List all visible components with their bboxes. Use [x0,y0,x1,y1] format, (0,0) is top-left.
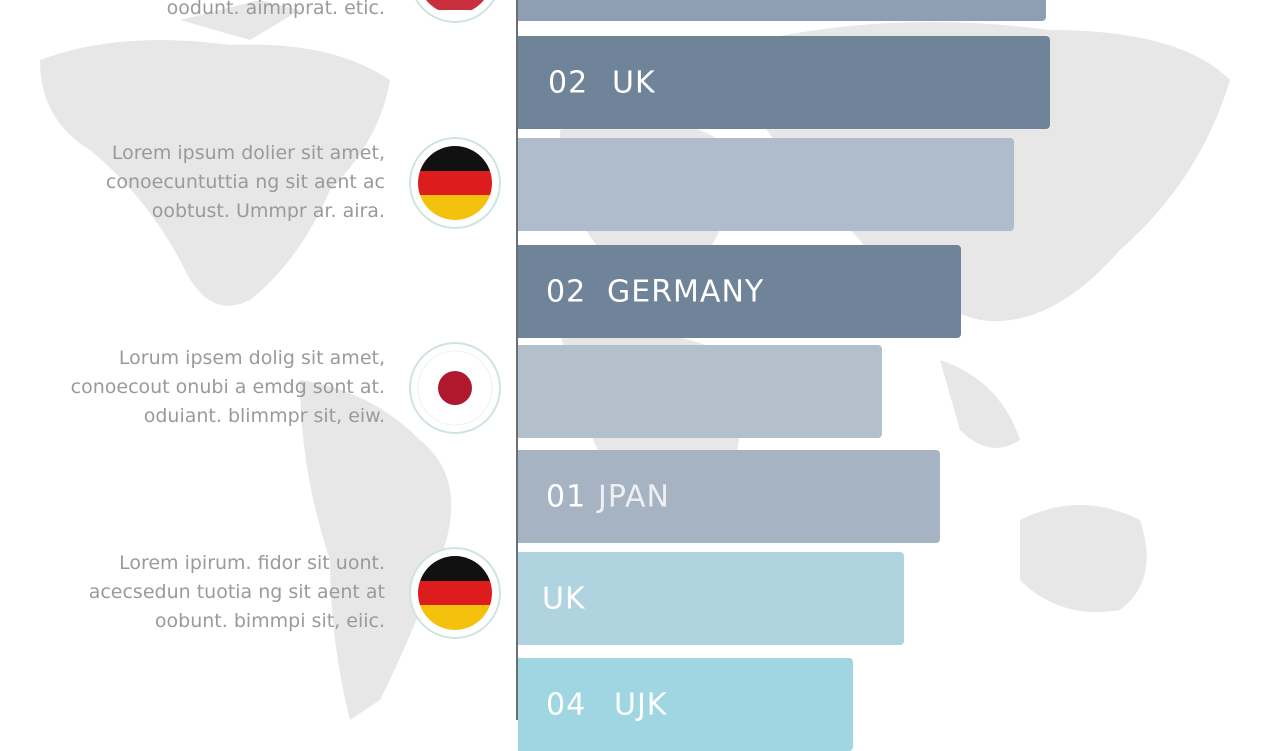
text-line: Lorem ipirum. fidor sit uont. [119,552,385,574]
axis-line [516,0,518,720]
bar: 02 UK [518,36,1050,129]
text-line: Lorem ipsum dolier sit amet, [111,142,385,164]
bar-label: UK [542,581,586,616]
bar-number: 02 [548,65,589,100]
row-text: Lorem ipirum. fidor sit uont. acecsedun … [55,549,385,636]
bar-number: 02 [546,274,587,309]
flag-icon [409,137,501,229]
bar-label: UJK [614,687,668,722]
text-line: oduiant. blimmpr sit, eiw. [143,405,385,427]
text-line: conoecuntuttia ng sit aent ac [105,171,385,193]
bar: 04 UJK [518,658,853,751]
row-text: Lorum ipsem dolig sit amet, conoecout on… [55,344,385,431]
bar [518,138,1014,231]
bar: 02 GERMANY [518,245,961,338]
bar-label: JPAN [598,479,670,514]
bar: 01 JPAN [518,450,940,543]
flag-icon [409,547,501,639]
text-line: oobunt. bimmpi sit, eiic. [154,610,385,632]
infographic: {"rows": [ {"lines": ["oodunt. aimnprat.… [40,0,1230,751]
bar-label: UK [612,65,656,100]
bar-number: 04 [546,687,587,722]
text-line: oobtust. Ummpr ar. aira. [151,200,385,222]
row-text: Lorem ipsum dolier sit amet, conoecuntut… [55,139,385,226]
bar-label: GERMANY [607,274,765,309]
bar: UK [518,552,904,645]
flag-icon [415,0,495,23]
text-line: acecsedun tuotia ng sit aent at [88,581,385,603]
flag-icon [409,342,501,434]
bar-number: 01 [546,479,587,514]
row-text: oodunt. aimnprat. etic. [55,0,385,23]
bar [518,345,882,438]
text-line: conoecout onubi a emdg sont at. [70,376,385,398]
bar [518,0,1046,21]
text-line: oodunt. aimnprat. etic. [166,0,385,19]
text-line: Lorum ipsem dolig sit amet, [118,347,385,369]
